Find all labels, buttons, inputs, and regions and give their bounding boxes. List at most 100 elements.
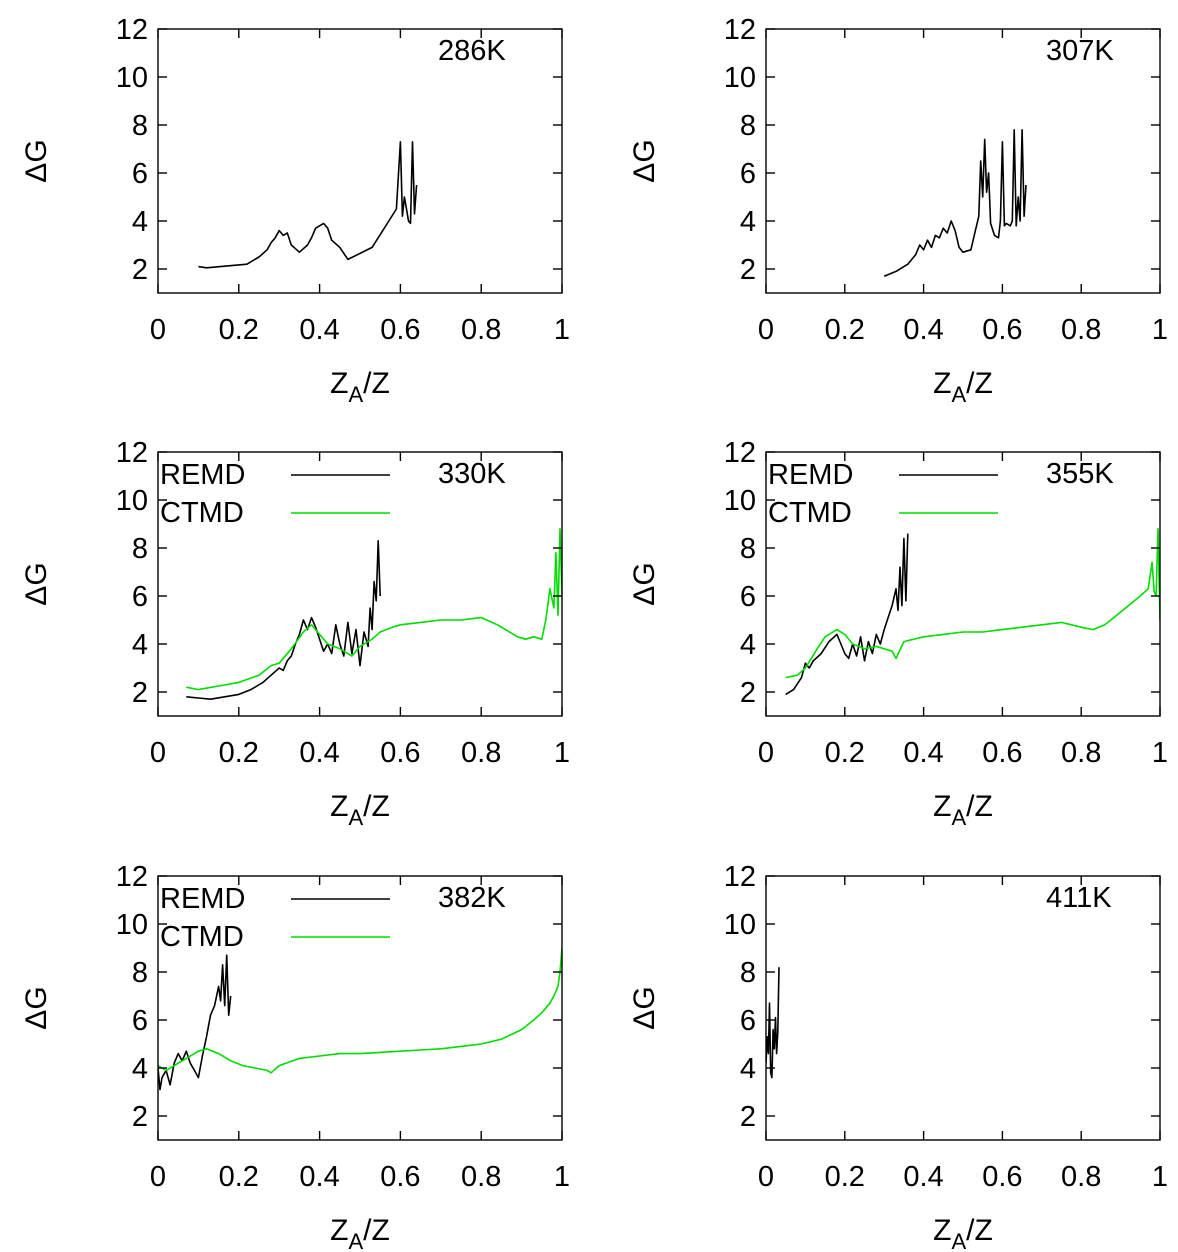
y-tick-label: 12 [724, 861, 756, 893]
y-tick-label: 2 [132, 1101, 148, 1133]
x-axis-title-sub: A [348, 1229, 363, 1252]
y-tick-label: 2 [740, 254, 756, 286]
x-tick-label: 0.2 [219, 1161, 259, 1193]
y-tick-label: 12 [116, 14, 148, 46]
x-axis-title-tail: /Z [966, 790, 993, 823]
x-tick-label: 0.8 [461, 314, 501, 346]
x-axis-title-main: Z [330, 790, 348, 823]
y-tick-label: 10 [116, 909, 148, 941]
x-tick-label: 0.2 [219, 737, 259, 769]
y-tick-label: 4 [740, 206, 756, 238]
y-tick-label: 6 [132, 158, 148, 190]
x-tick-label: 0.4 [903, 314, 943, 346]
x-axis-title-sub: A [951, 1229, 966, 1252]
x-tick-label: 0 [150, 737, 166, 769]
y-tick-label: 4 [740, 629, 756, 661]
x-axis-title: ZA/Z [330, 1214, 390, 1252]
panel-temperature-label: 307K [1046, 35, 1114, 67]
x-tick-label: 0.6 [380, 1161, 420, 1193]
legend-label-remd: REMD [160, 883, 245, 915]
x-tick-label: 0.8 [461, 737, 501, 769]
plot-frame [765, 28, 1161, 294]
x-tick-label: 0.2 [219, 314, 259, 346]
x-axis-title-main: Z [933, 367, 951, 400]
x-tick-label: 1 [1152, 314, 1168, 346]
y-tick-label: 10 [116, 62, 148, 94]
plot-frame [157, 875, 563, 1141]
x-tick-label: 0 [758, 314, 774, 346]
x-tick-label: 1 [554, 737, 570, 769]
legend-label-ctmd: CTMD [768, 497, 852, 529]
x-tick-label: 0.2 [825, 314, 865, 346]
y-tick-label: 10 [724, 909, 756, 941]
x-axis-title: ZA/Z [933, 1214, 993, 1252]
x-axis-title-tail: /Z [363, 790, 390, 823]
series-line-ctmd [158, 947, 562, 1074]
y-tick-label: 6 [132, 581, 148, 613]
x-axis-title-main: Z [330, 367, 348, 400]
legend-label-ctmd: CTMD [160, 497, 244, 529]
x-tick-label: 0.8 [1061, 737, 1101, 769]
y-axis-title: ΔG [628, 139, 661, 182]
x-axis-title-sub: A [348, 805, 363, 830]
x-tick-label: 0.8 [1061, 1161, 1101, 1193]
series-line-data [198, 141, 418, 269]
plot-frame [157, 451, 563, 717]
panel-temperature-label: 355K [1046, 458, 1114, 490]
y-tick-label: 8 [740, 957, 756, 989]
y-tick-label: 10 [724, 62, 756, 94]
x-tick-label: 0.8 [1061, 314, 1101, 346]
series-line-data [766, 967, 780, 1079]
x-tick-label: 0.6 [982, 737, 1022, 769]
x-tick-label: 1 [1152, 737, 1168, 769]
x-tick-label: 0.2 [825, 737, 865, 769]
legend-label-remd: REMD [768, 459, 853, 491]
y-tick-label: 12 [116, 861, 148, 893]
series-line-remd [158, 954, 232, 1091]
y-tick-label: 12 [724, 437, 756, 469]
legend-label-remd: REMD [160, 459, 245, 491]
panel-temperature-label: 411K [1046, 882, 1112, 914]
y-tick-label: 8 [132, 957, 148, 989]
y-axis-title: ΔG [628, 986, 661, 1029]
x-tick-label: 0.8 [461, 1161, 501, 1193]
x-axis-title-main: Z [933, 1214, 951, 1247]
x-tick-label: 0.4 [299, 737, 339, 769]
x-tick-label: 0.4 [903, 1161, 943, 1193]
x-tick-label: 0.6 [982, 314, 1022, 346]
x-tick-label: 0.4 [299, 1161, 339, 1193]
y-tick-label: 2 [740, 1101, 756, 1133]
y-tick-label: 8 [132, 533, 148, 565]
y-tick-label: 6 [740, 158, 756, 190]
x-axis-title: ZA/Z [933, 367, 993, 407]
x-tick-label: 0.6 [982, 1161, 1022, 1193]
y-tick-label: 8 [132, 110, 148, 142]
y-tick-label: 6 [740, 581, 756, 613]
series-line-remd [186, 539, 381, 701]
legend-label-ctmd: CTMD [160, 921, 244, 953]
series-line-ctmd [785, 527, 1160, 679]
y-tick-label: 4 [132, 206, 148, 238]
x-tick-label: 0 [758, 737, 774, 769]
panel-temperature-label: 286K [438, 35, 506, 67]
x-axis-title-sub: A [951, 805, 966, 830]
x-axis-title-sub: A [951, 382, 966, 407]
x-axis-title-tail: /Z [363, 367, 390, 400]
x-axis-title-main: Z [933, 790, 951, 823]
x-axis-title-tail: /Z [966, 367, 993, 400]
y-tick-label: 12 [116, 437, 148, 469]
x-tick-label: 0.6 [380, 314, 420, 346]
y-axis-title: ΔG [20, 562, 53, 605]
y-tick-label: 2 [740, 677, 756, 709]
plot-frame [157, 28, 563, 294]
x-tick-label: 0.4 [903, 737, 943, 769]
x-tick-label: 0.4 [299, 314, 339, 346]
plot-frame [765, 875, 1161, 1141]
y-axis-title: ΔG [628, 562, 661, 605]
y-axis-title: ΔG [20, 139, 53, 182]
